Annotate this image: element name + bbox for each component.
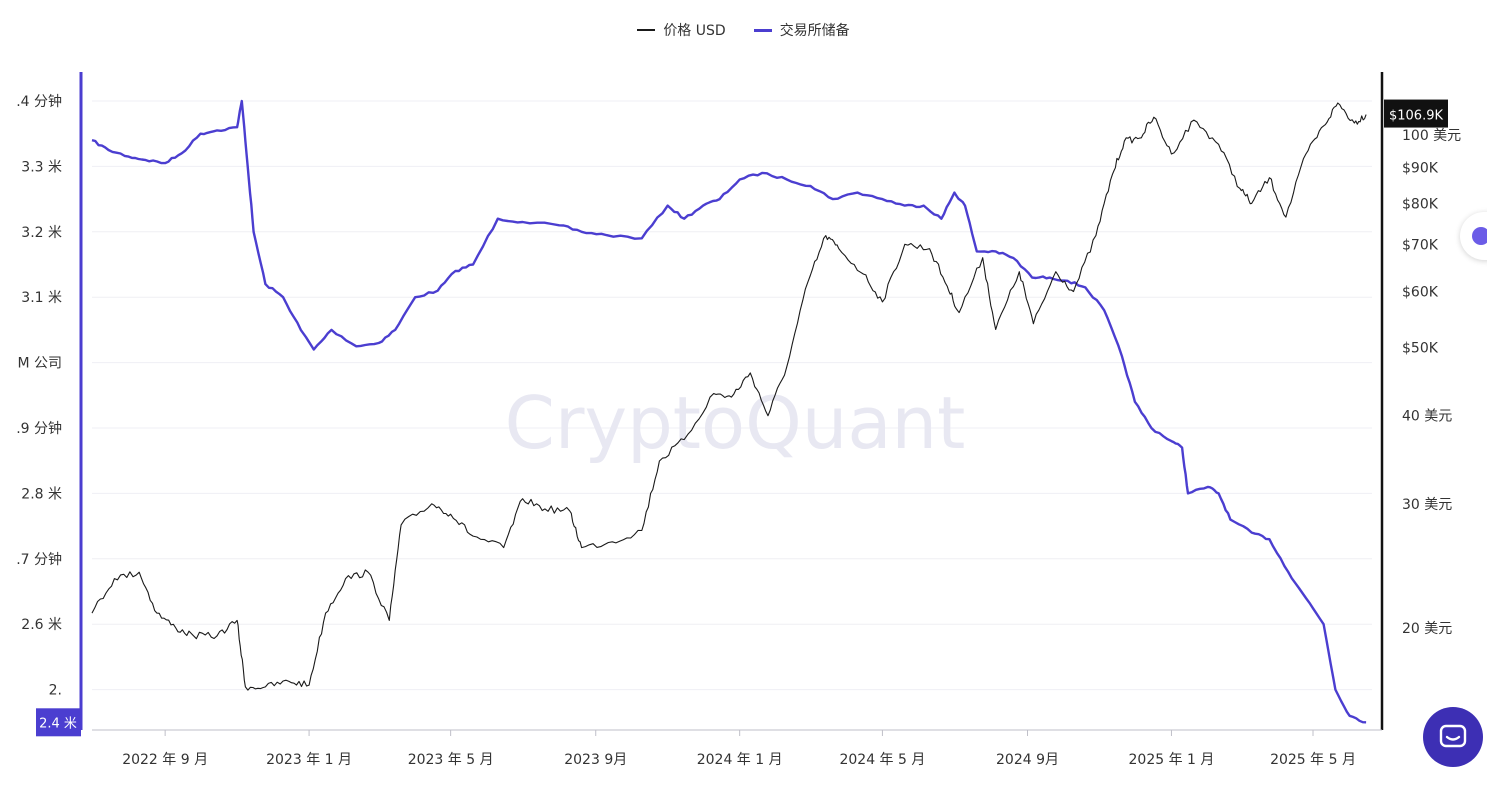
watermark: CryptoQuant xyxy=(505,381,966,465)
right-tick-label-4: $60K xyxy=(1402,284,1439,300)
legend-label-reserve: 交易所储备 xyxy=(780,20,850,40)
legend-item-price[interactable]: 价格 USD xyxy=(637,20,725,40)
side-tab-icon xyxy=(1472,227,1487,245)
reserve-value-badge-text: 2.4 米 xyxy=(39,716,77,731)
x-tick-label-1: 2023 年 1 月 xyxy=(266,752,352,768)
legend-swatch-reserve xyxy=(754,29,772,32)
left-tick-label-8: 2.6 米 xyxy=(21,617,62,633)
right-tick-label-5: $50K xyxy=(1402,340,1439,356)
x-tick-label-2: 2023 年 5 月 xyxy=(408,752,494,768)
x-tick-label-8: 2025 年 5 月 xyxy=(1270,752,1356,768)
legend: 价格 USD 交易所储备 xyxy=(0,20,1487,40)
x-tick-label-0: 2022 年 9 月 xyxy=(122,752,208,768)
left-tick-label-2: 3.2 米 xyxy=(21,225,62,241)
legend-swatch-price xyxy=(637,29,655,31)
left-tick-label-6: 2.8 米 xyxy=(21,486,62,502)
x-tick-label-5: 2024 年 5 月 xyxy=(839,752,925,768)
x-tick-label-6: 2024 9月 xyxy=(996,752,1059,768)
left-tick-label-5: .9 分钟 xyxy=(16,420,62,437)
right-tick-label-0: 100 美元 xyxy=(1402,128,1461,144)
x-tick-label-4: 2024 年 1 月 xyxy=(697,752,783,768)
chat-button[interactable] xyxy=(1423,707,1483,767)
x-tick-label-3: 2023 9月 xyxy=(564,752,627,768)
left-tick-label-9: 2. xyxy=(49,683,62,699)
x-tick-label-7: 2025 年 1 月 xyxy=(1129,752,1215,768)
right-tick-label-2: $80K xyxy=(1402,196,1439,212)
legend-item-reserve[interactable]: 交易所储备 xyxy=(754,20,850,40)
right-tick-label-3: $70K xyxy=(1402,237,1439,253)
chat-icon xyxy=(1438,723,1468,751)
right-tick-label-6: 40 美元 xyxy=(1402,409,1452,425)
left-tick-label-0: .4 分钟 xyxy=(16,93,62,110)
left-tick-label-1: 3.3 米 xyxy=(21,159,62,175)
price-value-badge-text: $106.9K xyxy=(1389,109,1443,124)
left-tick-label-7: .7 分钟 xyxy=(16,551,62,568)
left-tick-label-4: M 公司 xyxy=(17,356,62,372)
left-tick-label-3: 3.1 米 xyxy=(21,290,62,306)
legend-label-price: 价格 USD xyxy=(663,20,725,40)
right-tick-label-7: 30 美元 xyxy=(1402,497,1452,513)
right-tick-label-8: 20 美元 xyxy=(1402,621,1452,637)
right-tick-label-1: $90K xyxy=(1402,160,1439,176)
